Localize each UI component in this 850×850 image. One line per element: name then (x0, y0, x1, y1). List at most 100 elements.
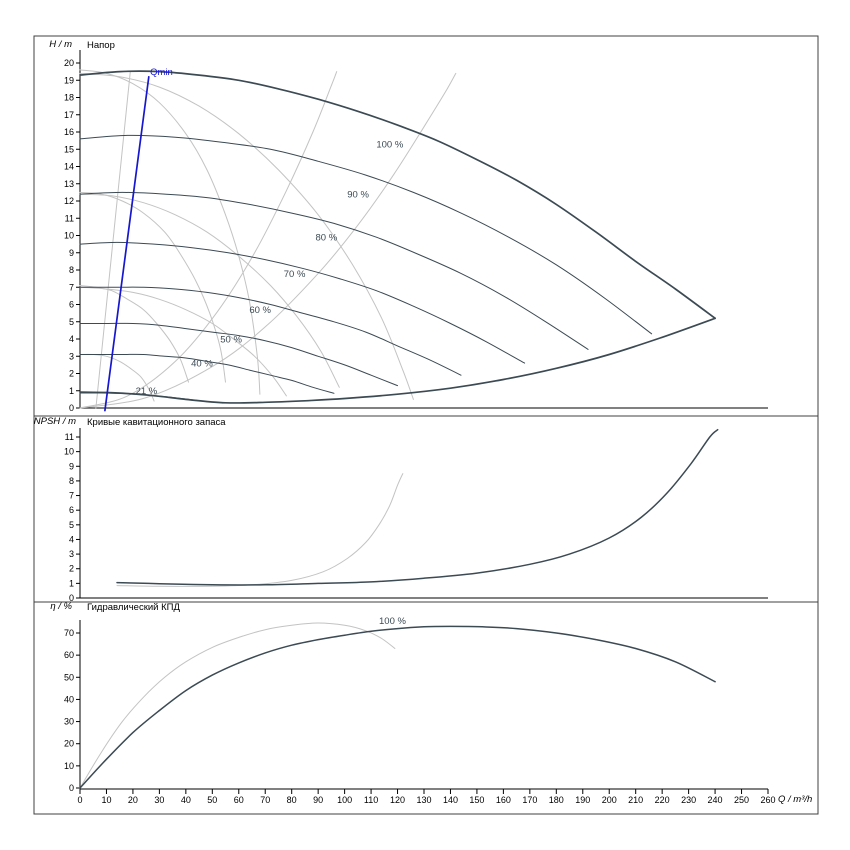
head-curve-label: 40 % (191, 359, 213, 370)
eta-y-axis-label: η / % (50, 601, 72, 612)
eta-y-tick-label: 0 (69, 783, 74, 793)
envelope-top-100-curve (79, 70, 716, 320)
x-tick-label: 240 (708, 795, 723, 805)
x-tick-label: 170 (522, 795, 537, 805)
x-tick-label: 20 (128, 795, 138, 805)
x-tick-label: 140 (443, 795, 458, 805)
npsh-y-tick-label: 0 (69, 593, 74, 603)
bg-mid-80-curve (79, 193, 340, 388)
x-tick-label: 50 (207, 795, 217, 805)
speed-40-curve (79, 353, 335, 394)
head-y-tick-label: 19 (64, 75, 74, 85)
eta-curve-label: 100 % (379, 616, 406, 627)
npsh-gray-curve (116, 473, 404, 587)
speed-21-curve (79, 392, 208, 403)
x-tick-label: 160 (496, 795, 511, 805)
head-y-tick-label: 20 (64, 58, 74, 68)
npsh-panel-title: Кривые кавитационного запаса (87, 417, 226, 428)
eta-y-tick-label: 50 (64, 672, 74, 682)
npsh-100-curve (116, 428, 719, 586)
head-y-tick-label: 14 (64, 162, 74, 172)
npsh-y-tick-label: 1 (69, 578, 74, 588)
envelope-bottom-curve (79, 317, 716, 404)
head-curve-label: Qmin (150, 67, 173, 78)
npsh-y-tick-label: 11 (65, 432, 74, 442)
head-curve-label: 90 % (347, 190, 369, 201)
bg-steep-80-curve (79, 191, 226, 383)
npsh-y-tick-label: 5 (69, 520, 74, 530)
head-y-axis-label: H / m (49, 39, 72, 50)
head-curve-label: 21 % (136, 386, 158, 397)
bg-mid-100-curve (79, 72, 414, 400)
x-tick-label: 110 (364, 795, 378, 805)
eta-y-tick-label: 40 (64, 694, 74, 704)
bg-qmin-curve (95, 71, 131, 409)
head-curve-label: 50 % (220, 334, 242, 345)
npsh-y-tick-label: 9 (69, 461, 74, 471)
eta-y-tick-label: 60 (64, 650, 74, 660)
qmin-line-curve (104, 75, 150, 412)
x-tick-label: 130 (416, 795, 431, 805)
eta-y-tick-label: 10 (64, 761, 74, 771)
speed-60-curve (79, 286, 462, 376)
x-tick-label: 150 (469, 795, 484, 805)
npsh-y-tick-label: 4 (69, 534, 74, 544)
bg-steep-100-curve (79, 69, 261, 395)
bg-parabola-2-curve (79, 71, 338, 409)
x-tick-label: 0 (77, 795, 82, 805)
speed-80-curve (79, 191, 589, 350)
bg-mid-60-curve (79, 286, 287, 397)
x-tick-label: 100 (337, 795, 352, 805)
npsh-y-tick-label: 8 (69, 476, 74, 486)
head-y-tick-label: 17 (64, 110, 74, 120)
head-y-tick-label: 7 (69, 282, 74, 292)
speed-70-curve (79, 241, 526, 364)
head-panel-title: Напор (87, 40, 115, 51)
head-y-tick-label: 4 (69, 334, 74, 344)
head-y-tick-label: 2 (69, 369, 74, 379)
diagram-border (33, 35, 819, 815)
x-tick-label: 60 (234, 795, 244, 805)
head-y-tick-label: 12 (64, 196, 74, 206)
npsh-y-tick-label: 3 (69, 549, 74, 559)
head-y-tick-label: 1 (69, 386, 74, 396)
x-tick-label: 260 (760, 795, 775, 805)
head-y-tick-label: 0 (69, 403, 74, 413)
x-tick-label: 250 (734, 795, 749, 805)
speed-90-curve (79, 134, 653, 335)
head-y-tick-label: 8 (69, 265, 74, 275)
bg-steep-60-curve (79, 285, 189, 383)
eta-y-tick-label: 30 (64, 717, 74, 727)
head-y-tick-label: 9 (69, 248, 74, 258)
bg-parabola-1-curve (79, 72, 457, 409)
npsh-y-tick-label: 7 (69, 491, 74, 501)
head-y-tick-label: 3 (69, 351, 74, 361)
head-y-tick-label: 10 (64, 231, 74, 241)
head-y-tick-label: 5 (69, 317, 74, 327)
head-y-tick-label: 15 (64, 144, 74, 154)
speed-50-curve (79, 322, 398, 387)
eta-y-tick-label: 70 (64, 628, 74, 638)
x-tick-label: 70 (260, 795, 270, 805)
x-tick-label: 30 (154, 795, 164, 805)
eta-panel-title: Гидравлический КПД (87, 602, 180, 613)
npsh-y-tick-label: 6 (69, 505, 74, 515)
x-tick-label: 180 (549, 795, 564, 805)
head-y-tick-label: 13 (64, 179, 74, 189)
head-curve-label: 60 % (249, 305, 271, 316)
x-tick-label: 230 (681, 795, 696, 805)
head-y-tick-label: 16 (64, 127, 74, 137)
eta-gray-curve (79, 622, 396, 789)
head-y-tick-label: 18 (64, 93, 74, 103)
head-y-tick-label: 6 (69, 300, 74, 310)
npsh-y-axis-label: NPSH / m (33, 416, 76, 427)
head-curve-label: 80 % (316, 233, 338, 244)
x-tick-label: 210 (628, 795, 643, 805)
eta-100-curve (79, 625, 716, 789)
npsh-y-tick-label: 2 (69, 564, 74, 574)
head-curve-label: 100 % (376, 140, 403, 151)
eta-y-tick-label: 20 (64, 739, 74, 749)
x-tick-label: 80 (287, 795, 297, 805)
